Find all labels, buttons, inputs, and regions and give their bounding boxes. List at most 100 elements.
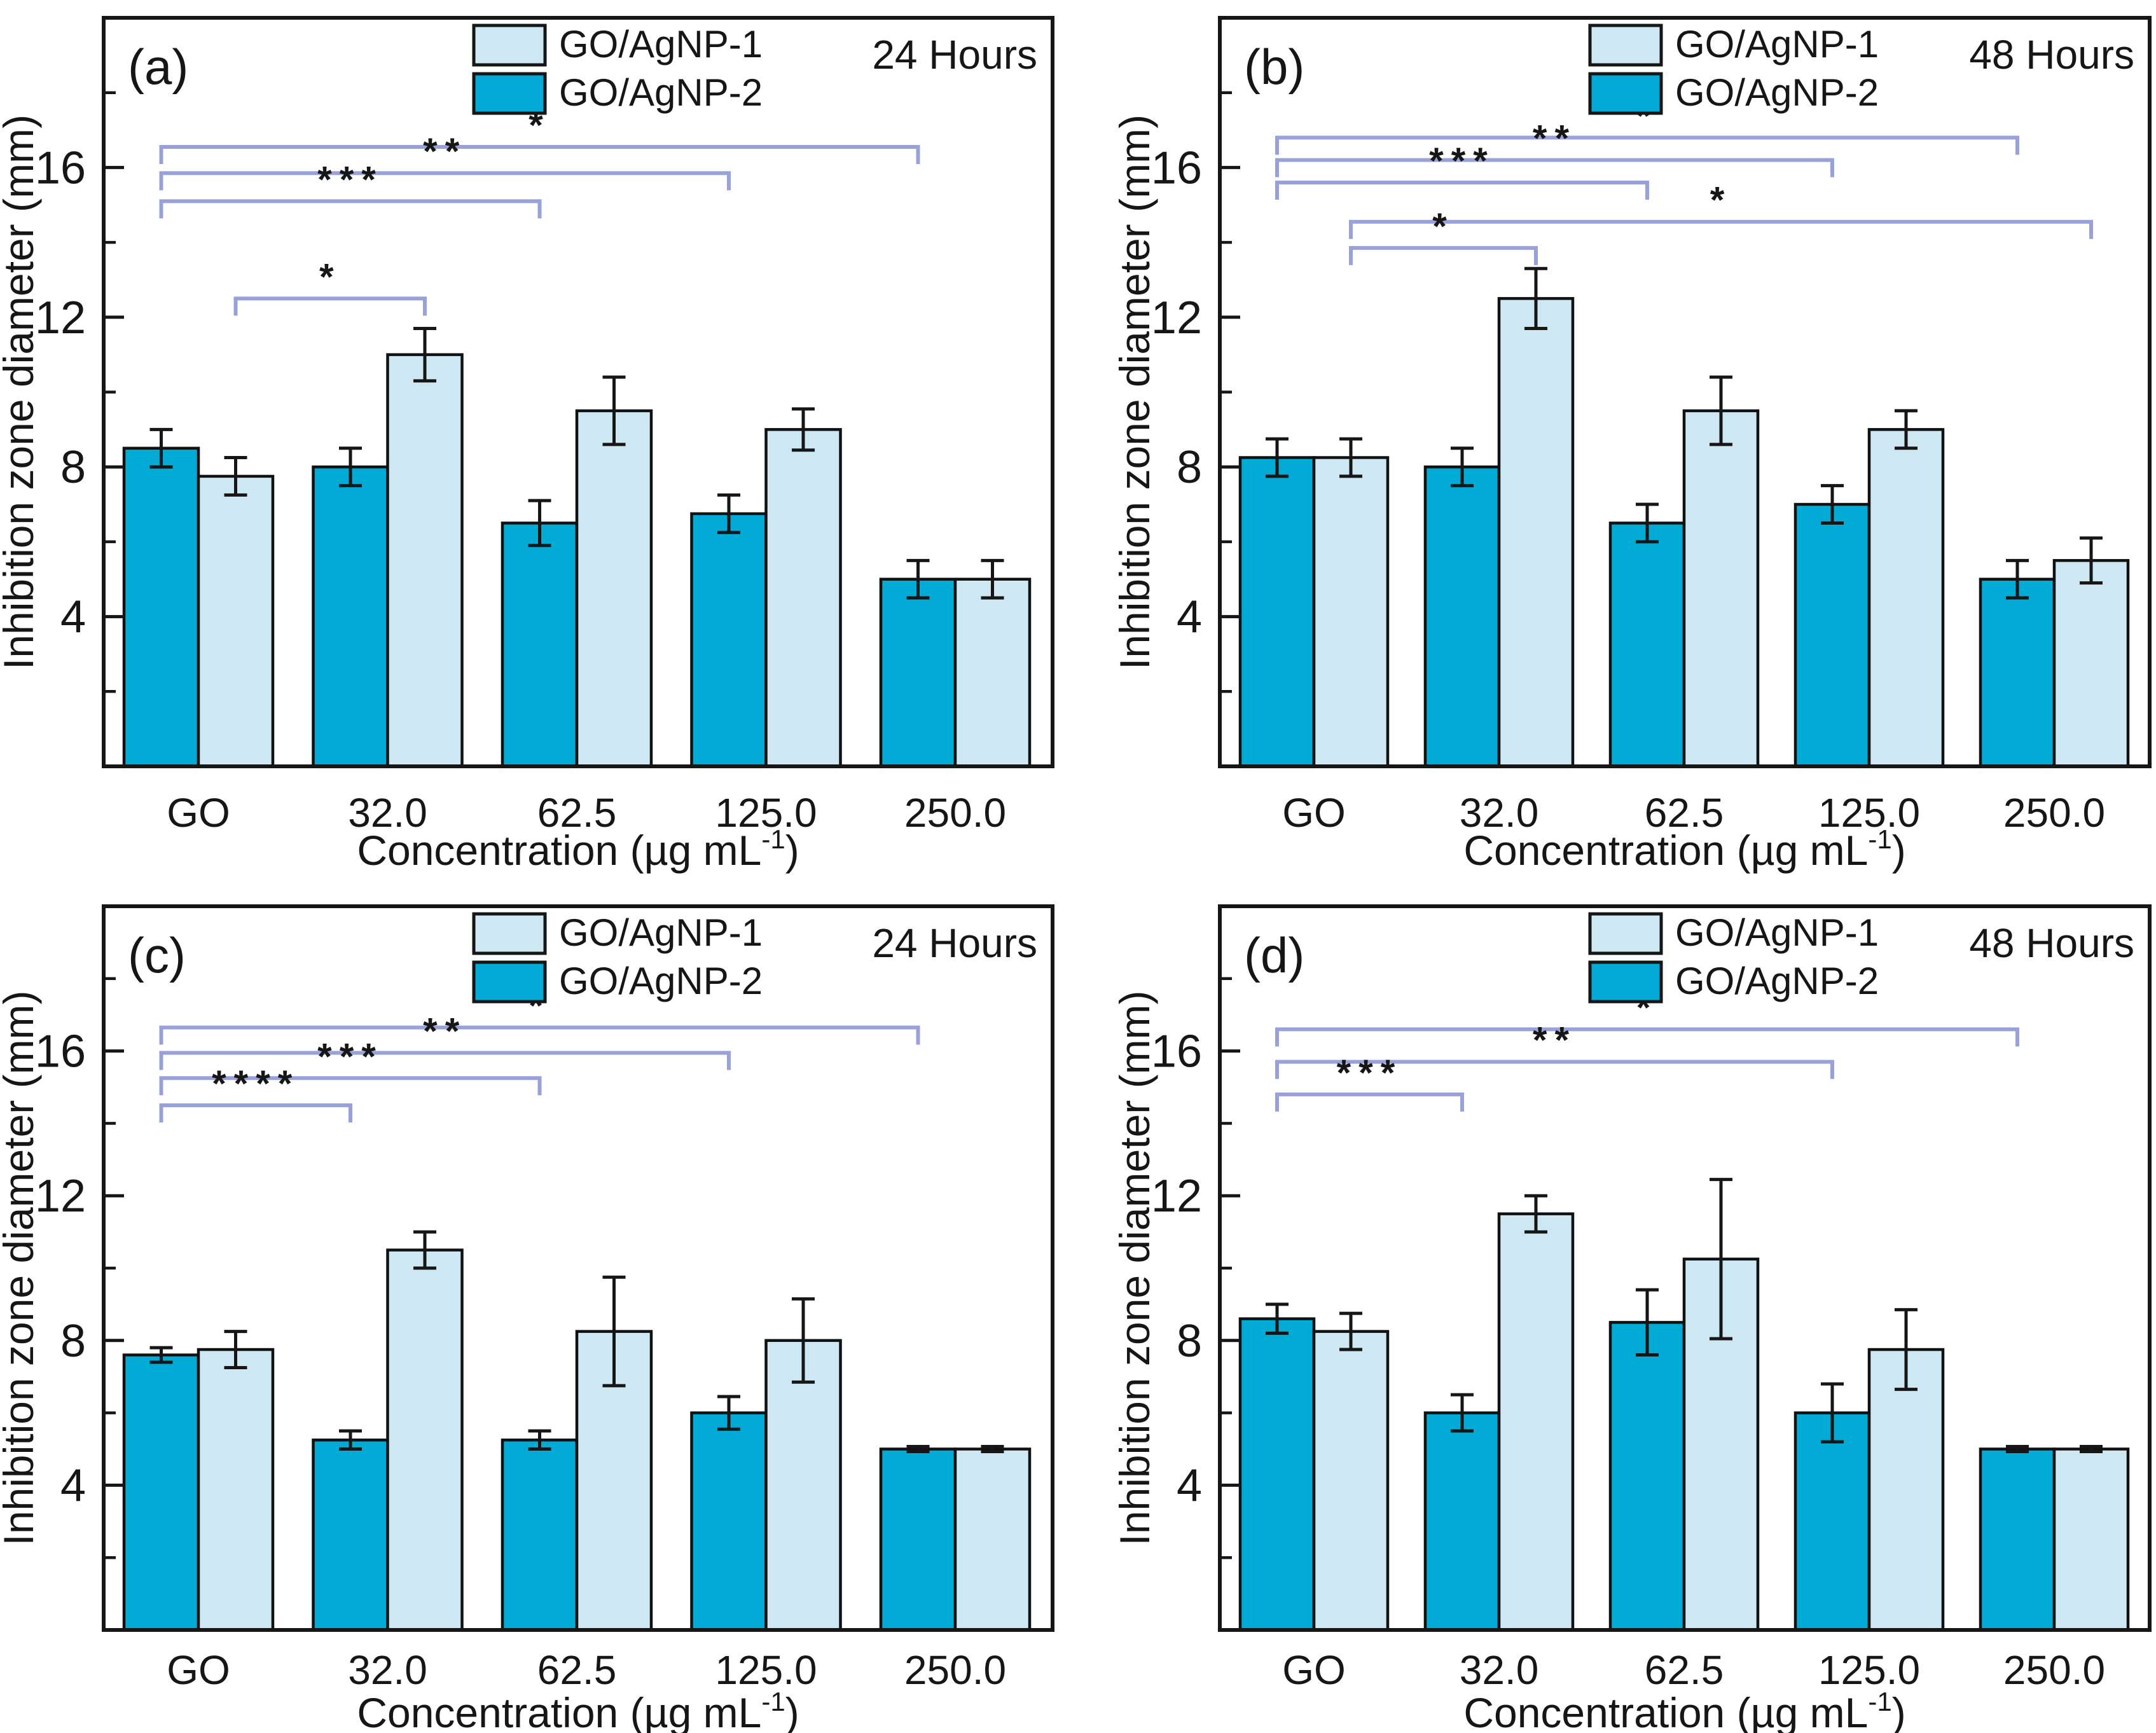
legend-swatch-GO/AgNP-1: [472, 24, 547, 67]
error-bar: [1636, 502, 1659, 544]
bar-GO/AgNP-1-32.0: [386, 353, 464, 768]
time-annotation: 48 Hours: [1969, 920, 2134, 966]
sig-bracket: [159, 171, 731, 191]
bar-GO/AgNP-1-250.0: [953, 577, 1032, 768]
y-axis-ticks: [104, 91, 124, 693]
x-tick-label: 125.0: [715, 790, 817, 836]
bar-GO/AgNP-1-32.0: [1497, 297, 1575, 768]
x-tick-label: 250.0: [904, 1647, 1006, 1693]
x-tick-label: 32.0: [348, 1647, 427, 1693]
sig-bracket: [1275, 180, 1649, 200]
x-tick-label: 62.5: [537, 790, 617, 836]
bar-GO/AgNP-2-32.0: [1423, 1411, 1501, 1632]
bar-GO/AgNP-1-GO: [1312, 456, 1390, 768]
error-bar: [2006, 558, 2029, 600]
error-bar: [413, 1230, 436, 1270]
error-bar: [1821, 484, 1844, 525]
time-annotation: 24 Hours: [872, 920, 1037, 966]
error-bar: [717, 1395, 740, 1431]
x-axis-title: Concentration (µg mL-1): [1463, 824, 1905, 874]
bar-GO/AgNP-2-32.0: [312, 1439, 389, 1632]
sig-stars: ***: [317, 159, 384, 200]
bar-GO/AgNP-1-250.0: [2052, 1447, 2130, 1632]
error-bar: [1339, 1311, 1362, 1351]
panel-tag: (c): [128, 927, 186, 983]
bar-GO/AgNP-2-125.0: [1793, 502, 1871, 768]
time-annotation: 48 Hours: [1969, 32, 2134, 78]
y-tick-label: 8: [60, 1316, 86, 1367]
bar-GO/AgNP-1-GO: [197, 1348, 275, 1632]
legend-swatch-GO/AgNP-2: [472, 72, 547, 115]
error-bar: [149, 1346, 173, 1364]
bar-GO/AgNP-2-125.0: [690, 1411, 768, 1632]
y-axis-ticks: [104, 977, 124, 1559]
bar-GO/AgNP-2-250.0: [879, 577, 957, 768]
y-axis-title: Inhibition zone diameter (mm): [0, 990, 42, 1545]
error-bar: [1451, 446, 1474, 488]
error-bar: [2006, 1445, 2029, 1453]
x-tick-label: GO: [167, 790, 230, 836]
panel-d: * ** *** 4 8 12 16 GO 32.0 62.5 125.0 250.0 Concentr…: [1078, 884, 2156, 1733]
error-bar: [1895, 409, 1918, 450]
x-tick-label: GO: [167, 1647, 230, 1693]
bar-GO/AgNP-2-62.5: [501, 521, 579, 768]
panel-b: * ** *** * * 4 8 12 16 GO 32.0 62.5 125.0 250.0 Concen…: [1078, 0, 2156, 884]
sig-stars: **: [1533, 1020, 1577, 1061]
error-bar: [2080, 1445, 2103, 1453]
bar-GO/AgNP-2-62.5: [1608, 521, 1686, 768]
legend-label: GO/AgNP-2: [1675, 71, 1879, 114]
bar-GO/AgNP-2-62.5: [1608, 1321, 1686, 1632]
error-bar: [1710, 375, 1732, 446]
error-bar: [224, 1330, 247, 1369]
significance-brackets: ******: [1275, 987, 2019, 1112]
legend-label: GO/AgNP-1: [1675, 23, 1879, 66]
bar-GO/AgNP-2-250.0: [1979, 577, 2056, 768]
error-bar: [339, 1429, 362, 1451]
bar-GO/AgNP-2-250.0: [1979, 1447, 2056, 1632]
sig-bracket: [1275, 1092, 1464, 1112]
bar-GO/AgNP-1-125.0: [764, 1339, 842, 1632]
sig-bracket: [1275, 1027, 2019, 1047]
y-tick-label: 12: [1151, 293, 1202, 343]
x-tick-label: 125.0: [1818, 1647, 1920, 1693]
significance-brackets: **********: [159, 986, 920, 1122]
error-bar: [1266, 437, 1289, 478]
error-bar: [1339, 437, 1362, 478]
sig-bracket: [1349, 245, 1538, 265]
error-bar: [528, 499, 551, 548]
error-bar: [1451, 1393, 1474, 1433]
y-axis-title: Inhibition zone diameter (mm): [1111, 990, 1158, 1545]
sig-stars: ***: [1429, 141, 1495, 182]
legend-swatch-GO/AgNP-2: [472, 960, 547, 1004]
sig-bracket: [233, 296, 427, 316]
bar-GO/AgNP-1-GO: [197, 474, 275, 768]
bar-GO/AgNP-1-62.5: [575, 409, 653, 768]
bar-GO/AgNP-1-32.0: [386, 1248, 464, 1632]
bar-GO/AgNP-1-62.5: [1682, 409, 1760, 768]
bar-GO/AgNP-2-250.0: [879, 1447, 957, 1632]
bar-GO/AgNP-2-GO: [122, 446, 200, 768]
x-axis-title: Concentration (µg mL-1): [1463, 1687, 1905, 1733]
sig-bracket: [159, 1103, 352, 1122]
x-tick-label: 32.0: [1460, 790, 1539, 836]
sig-stars: **: [1533, 118, 1577, 160]
y-tick-label: 8: [1177, 1316, 1202, 1367]
y-tick-label: 12: [1151, 1171, 1202, 1222]
error-bar: [339, 446, 362, 488]
y-tick-label: 16: [1151, 142, 1202, 193]
y-tick-label: 4: [1177, 592, 1202, 643]
error-bar: [792, 407, 815, 452]
legend-label: GO/AgNP-1: [559, 23, 763, 66]
bar-GO/AgNP-1-125.0: [764, 428, 842, 768]
error-bar: [906, 558, 930, 600]
y-axis-title: Inhibition zone diameter (mm): [1111, 114, 1158, 670]
x-tick-label: 62.5: [1645, 790, 1724, 836]
error-bar: [717, 493, 740, 534]
y-tick-label: 4: [60, 1460, 86, 1511]
sig-stars: *: [529, 105, 551, 146]
x-tick-label: 125.0: [1818, 790, 1920, 836]
sig-stars: ****: [212, 1063, 300, 1105]
